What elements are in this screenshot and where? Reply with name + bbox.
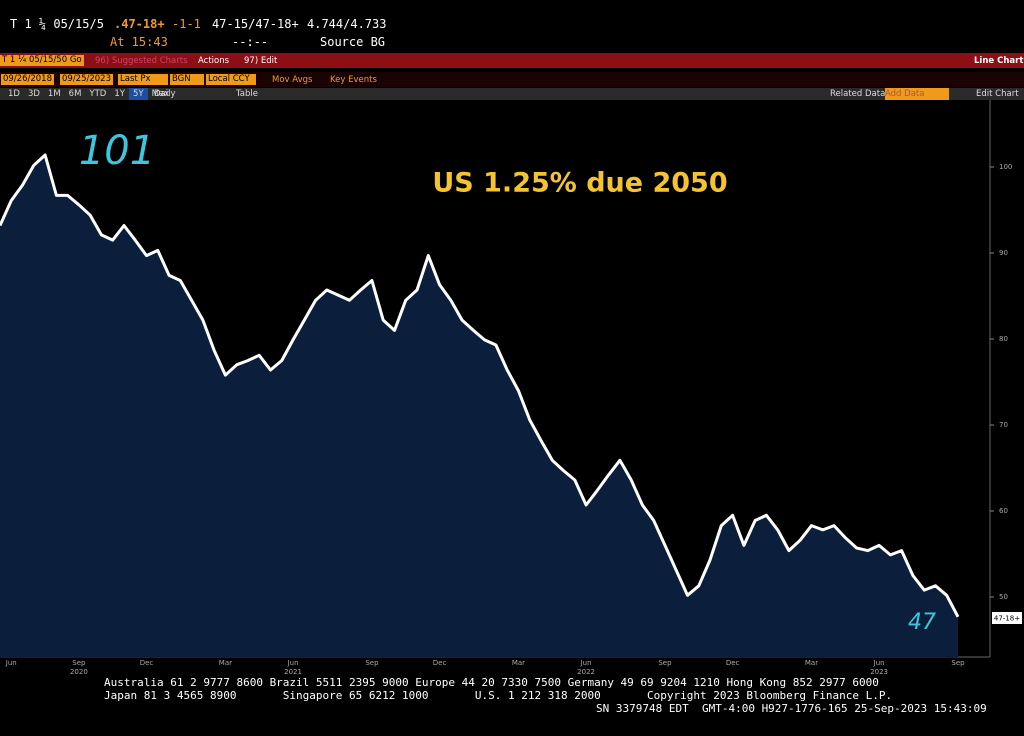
y-tick-label: 100 (999, 163, 1012, 171)
security-field[interactable]: T 1 ¼ 05/15/50 Go (0, 55, 84, 66)
y-tick-label: 80 (999, 335, 1008, 343)
footer-line: Japan 81 3 4565 8900 Singapore 65 6212 1… (104, 689, 893, 702)
actions-menu[interactable]: Actions (198, 56, 230, 66)
x-tick-label: Sep (365, 659, 379, 667)
edit-menu[interactable]: 97) Edit (244, 56, 278, 66)
x-tick-label: Mar (805, 659, 818, 667)
y-tick-label: 90 (999, 249, 1008, 257)
x-tick-label: Jun (873, 659, 885, 667)
period-button[interactable]: 1D (8, 89, 20, 99)
table-button[interactable]: Table (236, 89, 258, 99)
x-tick-label: Sep (658, 659, 672, 667)
period-button[interactable]: 3D (27, 89, 40, 99)
source: Source BG (320, 35, 386, 49)
y-tick-label: 50 (999, 593, 1008, 601)
start-date[interactable]: 09/26/2018 (1, 74, 54, 85)
toolbar (0, 53, 1024, 68)
end-date[interactable]: 09/25/2023 (60, 74, 113, 85)
bid-ask: 47-15/47-18+ (212, 17, 299, 31)
view-name: Line Chart (974, 56, 1024, 66)
x-year-label: 2022 (577, 668, 595, 676)
y-tick-label: 60 (999, 507, 1008, 515)
period-button[interactable]: 1M (47, 89, 61, 99)
period-buttons: 1D 3D 1M 6M YTD 1Y 5Y Max (4, 88, 173, 100)
mov-avgs[interactable]: Mov Avgs (272, 75, 313, 85)
price-tag-bg (992, 612, 1022, 624)
x-tick-label: Mar (512, 659, 525, 667)
key-events[interactable]: Key Events (330, 75, 377, 85)
change: -1-1 (172, 17, 201, 31)
y-tick-label: 70 (999, 421, 1008, 429)
change-price: .47-18+ (114, 17, 165, 31)
line (0, 153, 960, 618)
x-tick-label: Jun (287, 659, 299, 667)
x-tick-label: Dec (433, 659, 447, 667)
field[interactable]: Last Px (118, 74, 168, 85)
last-label: 47 (908, 610, 936, 635)
period-button[interactable]: YTD (89, 89, 107, 99)
frequency[interactable]: Daily (154, 89, 176, 99)
currency[interactable]: Local CCY (206, 74, 256, 85)
footer-line: SN 3379748 EDT GMT-4:00 H927-1776-165 25… (596, 702, 987, 715)
settings-row (0, 72, 1024, 87)
x-year-label: 2020 (70, 668, 88, 676)
period-button[interactable]: 6M (68, 89, 82, 99)
area (0, 155, 958, 658)
suggested-charts[interactable]: 96) Suggested Charts (95, 56, 188, 66)
time2: --:-- (232, 35, 269, 49)
yields: 4.744/4.733 (307, 17, 387, 31)
chart-title: US 1.25% due 2050 (432, 168, 727, 199)
footer-line: Australia 61 2 9777 8600 Brazil 5511 239… (104, 676, 879, 689)
period-button[interactable]: Max (151, 89, 170, 99)
ticker: T 1 ¼ 05/15/5 (10, 17, 104, 31)
x-tick-label: Mar (219, 659, 232, 667)
x-tick-label: Jun (5, 659, 17, 667)
x-tick-label: Sep (72, 659, 86, 667)
add-data[interactable]: Add Data (885, 88, 949, 100)
x-tick-label: Jun (580, 659, 592, 667)
x-year-label: 2023 (870, 668, 888, 676)
data-source[interactable]: BGN (170, 74, 204, 85)
x-tick-label: Sep (951, 659, 965, 667)
peak-label: 101 (79, 128, 155, 174)
related-data[interactable]: Related Data (830, 89, 886, 99)
period-row (0, 88, 1024, 100)
edit-chart[interactable]: Edit Chart (976, 89, 1019, 99)
time: At 15:43 (110, 35, 168, 49)
last-price-tag: 47-18+ (994, 615, 1020, 623)
period-button[interactable]: 1Y (114, 89, 125, 99)
period-button[interactable]: 5Y (128, 88, 148, 100)
x-tick-label: Dec (140, 659, 154, 667)
x-tick-label: Dec (726, 659, 740, 667)
x-year-label: 2021 (284, 668, 302, 676)
